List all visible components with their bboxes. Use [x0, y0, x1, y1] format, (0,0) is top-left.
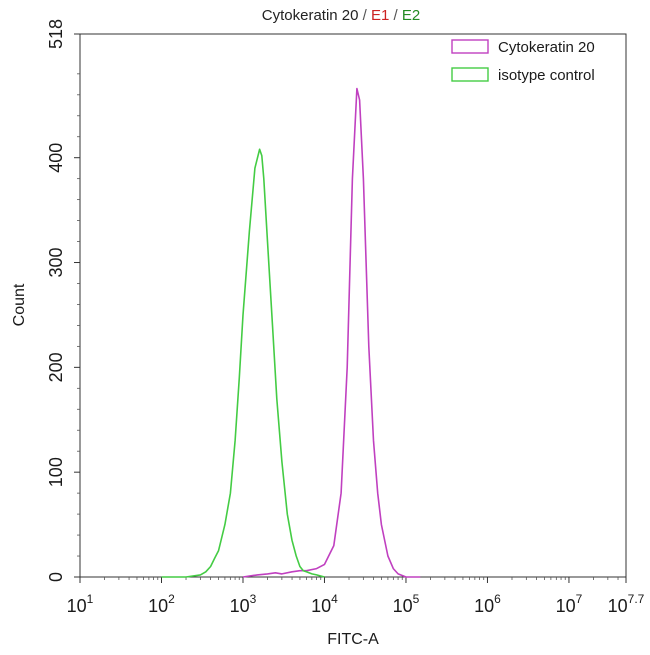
series-line-0 [242, 87, 421, 578]
legend-swatch-0 [451, 39, 489, 54]
series-line-1 [161, 148, 325, 578]
y-tick-label: 518 [46, 19, 66, 49]
x-axis-title: FITC-A [327, 631, 379, 648]
y-axis: 0 100 200 300 400 518 [46, 19, 80, 582]
chart-title: Cytokeratin 20 / E1 / E2 [262, 7, 420, 24]
chart-title-text: Cytokeratin 20 / E1 / E2 [262, 7, 420, 24]
x-tick-label: 101 [67, 592, 94, 616]
x-tick-label: 104 [311, 592, 338, 616]
y-tick-label: 0 [46, 572, 66, 582]
title-part-3: / [389, 7, 402, 24]
legend: Cytokeratin 20 isotype control [451, 39, 595, 84]
y-tick-label: 100 [46, 457, 66, 487]
x-tick-label: 106 [474, 592, 501, 616]
x-tick-label: 105 [393, 592, 420, 616]
y-tick-label: 200 [46, 352, 66, 382]
y-tick-label: 300 [46, 247, 66, 277]
series-group [161, 87, 421, 578]
title-part-2: E1 [371, 7, 389, 24]
x-tick-label: 103 [230, 592, 257, 616]
legend-label-1: isotype control [498, 67, 595, 84]
y-axis-title: Count [11, 283, 28, 326]
y-tick-label: 400 [46, 143, 66, 173]
plot-frame [79, 33, 627, 578]
legend-label-0: Cytokeratin 20 [498, 39, 595, 56]
x-tick-label: 102 [148, 592, 175, 616]
legend-swatch-1 [451, 67, 489, 82]
title-part-0: Cytokeratin 20 [262, 7, 359, 24]
title-part-1: / [358, 7, 371, 24]
title-part-4: E2 [402, 7, 420, 24]
x-tick-label: 107 [556, 592, 583, 616]
x-axis: 101 102 103 104 105 106 107 107.7 [67, 577, 645, 616]
x-tick-label: 107.7 [608, 592, 645, 616]
